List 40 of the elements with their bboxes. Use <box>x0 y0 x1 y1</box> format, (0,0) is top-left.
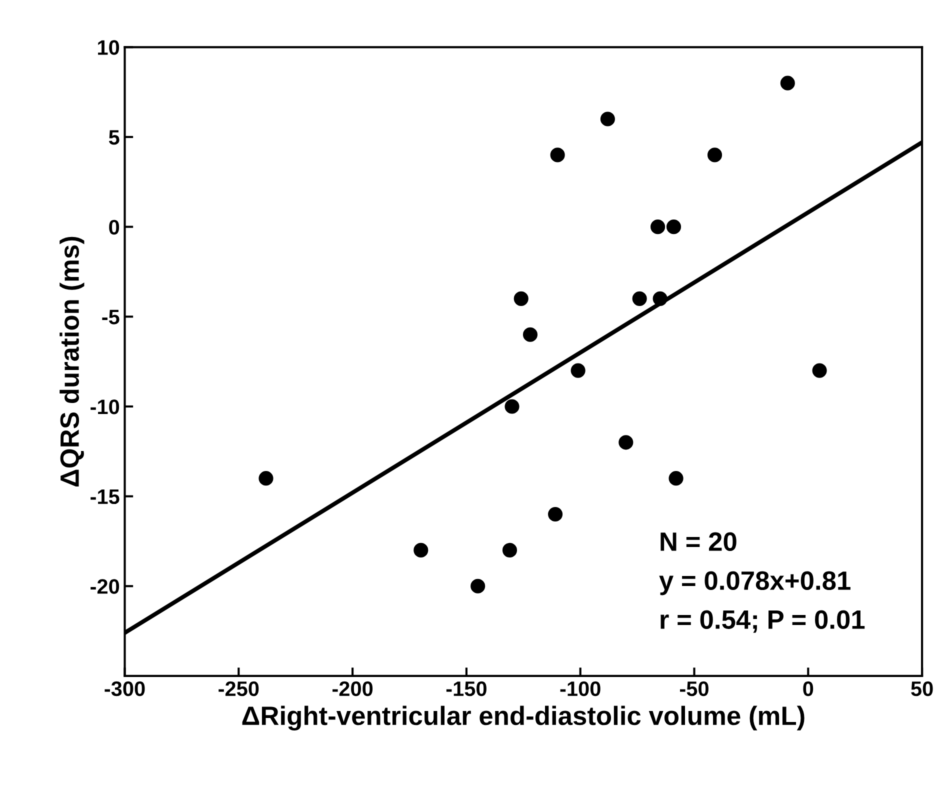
y-axis-title: ΔQRS duration (ms) <box>60 236 84 487</box>
point <box>652 291 668 306</box>
point <box>812 363 827 378</box>
point <box>780 76 795 90</box>
point <box>650 220 666 234</box>
point <box>707 148 722 162</box>
point <box>570 363 586 378</box>
x-tick-label: 0 <box>803 681 814 696</box>
y-tick-label: -15 <box>90 490 120 504</box>
point <box>470 578 486 594</box>
x-tick-label: -100 <box>560 681 600 696</box>
point <box>522 327 538 342</box>
x-tick-label: -200 <box>332 681 373 696</box>
point <box>548 506 563 522</box>
y-tick-label: 10 <box>98 40 120 55</box>
point <box>502 542 518 558</box>
point <box>414 542 428 558</box>
point <box>514 291 528 306</box>
point <box>632 291 647 306</box>
point <box>600 112 615 126</box>
point <box>618 435 634 450</box>
y-tick-label: -5 <box>102 310 120 324</box>
annotation: y = 0.078x+0.81 <box>659 571 850 596</box>
x-axis-title: ΔRight-ventricular end-diastolic volume (mL) <box>242 706 804 731</box>
y-tick-label: -10 <box>90 399 120 414</box>
x-tick-label: 50 <box>911 681 933 696</box>
point <box>258 471 274 486</box>
y-tick-label: 5 <box>108 130 120 145</box>
point <box>504 399 520 414</box>
y-tick-label: 0 <box>109 220 120 235</box>
annotation: N = 20 <box>660 532 736 551</box>
annotation: r = 0.54; P = 0.01 <box>660 610 865 633</box>
x-tick-label: -50 <box>680 681 708 696</box>
x-tick-label: -250 <box>218 681 259 696</box>
point <box>550 148 565 162</box>
point <box>666 220 682 234</box>
x-tick-label: -300 <box>104 681 145 696</box>
y-tick-label: -20 <box>90 579 120 594</box>
x-tick-label: -150 <box>446 681 486 696</box>
point <box>668 471 684 486</box>
